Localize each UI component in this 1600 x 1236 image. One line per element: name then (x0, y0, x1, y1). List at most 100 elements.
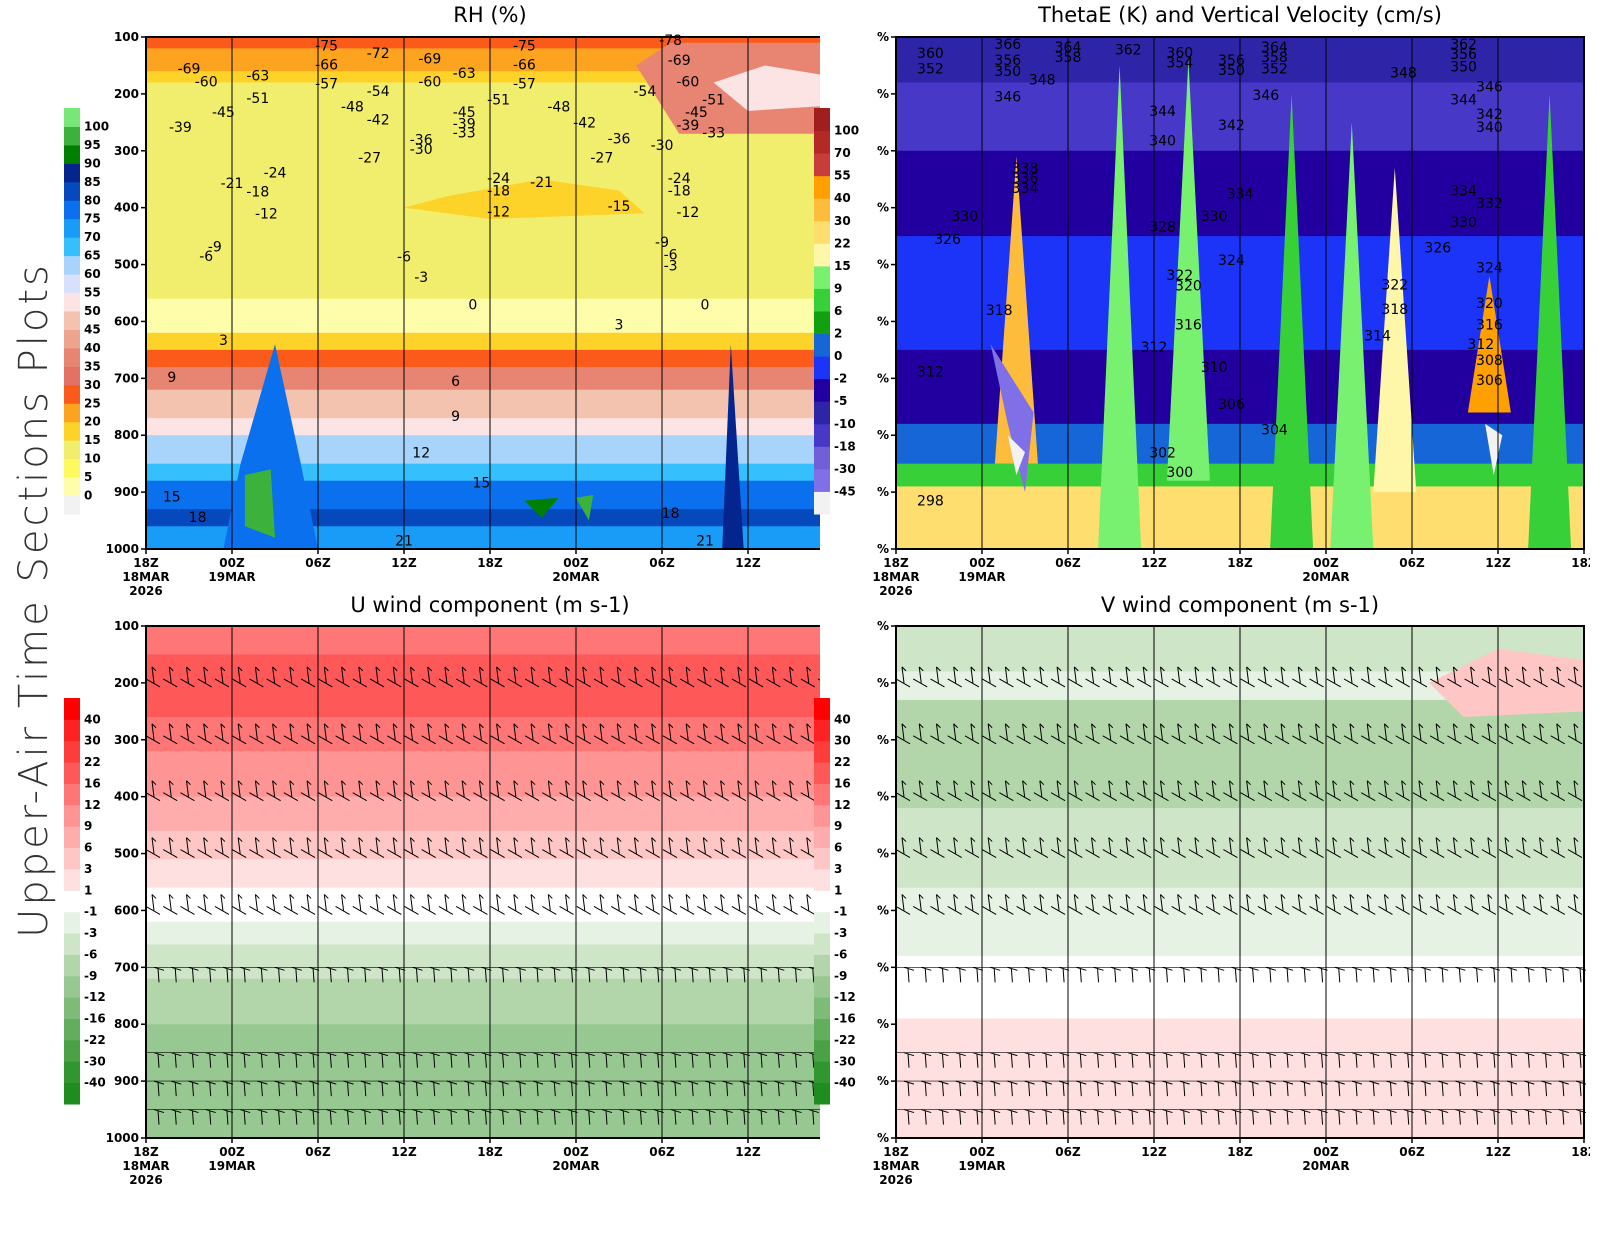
wind-barb (1403, 1052, 1414, 1068)
colorbar-swatch (64, 458, 80, 478)
wind-barb (559, 780, 574, 802)
wind-barb (1292, 780, 1307, 802)
contour-label: 346 (1476, 79, 1503, 95)
wind-barb (188, 1052, 199, 1068)
contour-label: -69 (668, 53, 691, 69)
colorbar-label: -22 (834, 1033, 856, 1047)
wind-barb (756, 1109, 768, 1125)
wind-barb (739, 1080, 750, 1097)
wind-barb (670, 1052, 682, 1068)
wind-barb (1248, 1109, 1259, 1125)
colorbar-label: 60 (84, 267, 101, 281)
wind-barb (593, 837, 609, 858)
y-tick-label: 700 (114, 371, 139, 385)
colorbar-swatch (64, 847, 80, 870)
wind-barb (490, 894, 505, 915)
wind-barb (1481, 723, 1497, 745)
colorbar-swatch (64, 762, 80, 784)
colorbar-swatch (814, 198, 830, 222)
wind-barb (188, 1080, 199, 1097)
colorbar-swatch (64, 181, 80, 201)
wind-barb (1179, 1052, 1190, 1068)
wind-barb (308, 966, 320, 983)
wind-barb (481, 966, 492, 983)
wind-barb (1378, 666, 1393, 688)
wind-barb (1472, 1109, 1483, 1125)
wind-barb (1326, 723, 1342, 745)
wind-barb (1498, 837, 1514, 858)
contour-label: 352 (917, 61, 944, 77)
wind-barb (542, 723, 557, 745)
wind-barb (645, 837, 660, 858)
contour-fill-band (146, 859, 820, 889)
wind-barb (584, 1109, 595, 1125)
chart-title: ThetaE (K) and Vertical Velocity (cm/s) (1037, 3, 1442, 27)
wind-barb (1058, 966, 1070, 983)
wind-barb (162, 666, 178, 688)
wind-barb (1265, 1080, 1276, 1097)
y-tick-label: 200 (114, 87, 139, 101)
wind-barb (412, 1052, 423, 1068)
wind-barb (188, 1109, 199, 1125)
wind-barb (343, 1080, 354, 1097)
contour-fill-band (146, 37, 820, 49)
colorbar-label: 5 (84, 470, 92, 484)
wind-barb (1196, 966, 1208, 983)
colorbar-swatch (814, 911, 830, 934)
wind-barb (1110, 1080, 1121, 1097)
contour-label: -60 (676, 74, 699, 90)
wind-barb (1558, 1109, 1569, 1125)
colorbar-swatch (814, 153, 830, 177)
wind-barb (1378, 894, 1393, 915)
wind-barb (1343, 894, 1359, 915)
y-tick-label: 500 (114, 258, 139, 272)
wind-barb (731, 723, 747, 745)
contour-label: -48 (547, 99, 570, 115)
wind-barb (369, 723, 385, 745)
wind-barb (438, 666, 454, 688)
wind-barb (791, 966, 802, 983)
contour-label: 364 (1055, 40, 1082, 56)
contour-label: -24 (264, 165, 287, 181)
wind-barb (947, 666, 962, 688)
contour-label: -15 (608, 199, 631, 215)
wind-barb (1420, 1052, 1432, 1068)
wind-barb (912, 837, 928, 858)
wind-barb (1231, 1052, 1242, 1068)
contour-label: 316 (1175, 317, 1202, 333)
wind-barb (610, 780, 626, 802)
x-date-label: 18MAR (872, 1159, 919, 1173)
wind-barb (1274, 894, 1290, 915)
wind-barb (1506, 1052, 1518, 1068)
contour-label: 15 (472, 475, 490, 491)
wind-barb (249, 723, 264, 745)
colorbar-swatch (64, 274, 80, 294)
wind-barb (162, 723, 178, 745)
contour-label: 328 (1149, 219, 1176, 235)
wind-barb (1007, 966, 1018, 983)
wind-barb (455, 894, 471, 915)
contour-labels: -69-60 -63-51-45-39-75-66-57-72-54-48-42-… (163, 33, 725, 550)
wind-barb (1481, 780, 1497, 802)
y-tick-label: % (877, 314, 889, 328)
wind-barb (1188, 780, 1204, 802)
y-tick-label: 100 (114, 30, 139, 44)
contour-label: -60 (418, 74, 441, 90)
contour-label: 324 (1218, 253, 1245, 269)
colorbar-label: 22 (834, 755, 851, 769)
wind-barb (1050, 894, 1066, 915)
x-tick-label: 06Z (1399, 1145, 1425, 1159)
wind-barb (1136, 894, 1152, 915)
wind-barb (1516, 666, 1531, 688)
wind-barb (1024, 1052, 1035, 1068)
wind-barb (214, 894, 230, 915)
wind-barb (1265, 966, 1276, 983)
wind-barb (386, 837, 402, 858)
wind-barb (1550, 837, 1566, 858)
y-tick-label: % (877, 201, 889, 215)
colorbar-label: 40 (834, 191, 851, 205)
contour-label: 302 (1149, 445, 1176, 461)
wind-barb (1558, 1080, 1569, 1097)
wind-barb (1033, 894, 1049, 915)
wind-barb (542, 837, 557, 858)
